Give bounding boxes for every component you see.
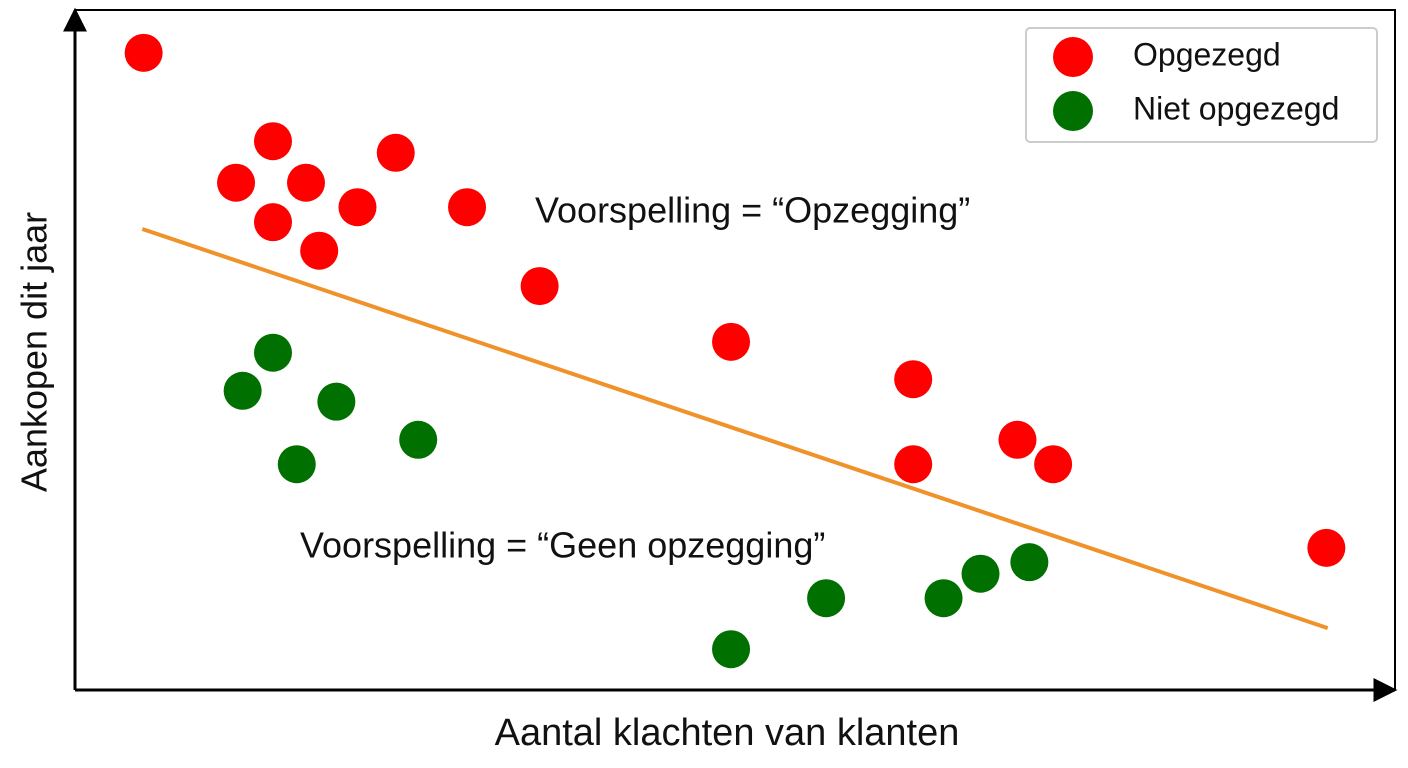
annotation: Voorspelling = “Geen opzegging” bbox=[300, 525, 825, 566]
point bbox=[254, 122, 292, 161]
point bbox=[894, 445, 933, 484]
point bbox=[1307, 528, 1346, 567]
point bbox=[300, 231, 339, 270]
point bbox=[317, 382, 356, 421]
legend-marker bbox=[1053, 37, 1093, 77]
annotation: Voorspelling = “Opzegging” bbox=[535, 190, 970, 231]
point bbox=[448, 188, 487, 227]
point bbox=[712, 630, 751, 669]
point bbox=[124, 33, 163, 72]
point bbox=[217, 163, 256, 202]
point bbox=[223, 371, 262, 410]
point bbox=[961, 554, 1000, 593]
point bbox=[338, 188, 377, 227]
decision-boundary bbox=[141, 227, 1329, 631]
legend bbox=[1025, 27, 1378, 143]
y-axis-label: Aankopen dit jaar bbox=[14, 212, 55, 492]
legend-label: Opgezegd bbox=[1133, 36, 1281, 72]
point bbox=[277, 445, 316, 484]
point bbox=[376, 133, 415, 172]
point bbox=[924, 579, 963, 618]
point bbox=[399, 420, 438, 459]
point bbox=[712, 322, 751, 361]
point bbox=[998, 420, 1037, 459]
point bbox=[254, 333, 292, 372]
x-axis-label: Aantal klachten van klanten bbox=[495, 712, 960, 754]
legend-label: Niet opgezegd bbox=[1133, 90, 1339, 126]
point bbox=[1010, 543, 1049, 582]
legend-marker bbox=[1053, 91, 1093, 131]
point bbox=[254, 203, 292, 242]
point bbox=[894, 360, 933, 399]
point bbox=[520, 267, 559, 306]
point bbox=[1034, 445, 1073, 484]
point bbox=[287, 163, 325, 202]
frame bbox=[75, 9, 1396, 690]
point bbox=[807, 579, 846, 618]
